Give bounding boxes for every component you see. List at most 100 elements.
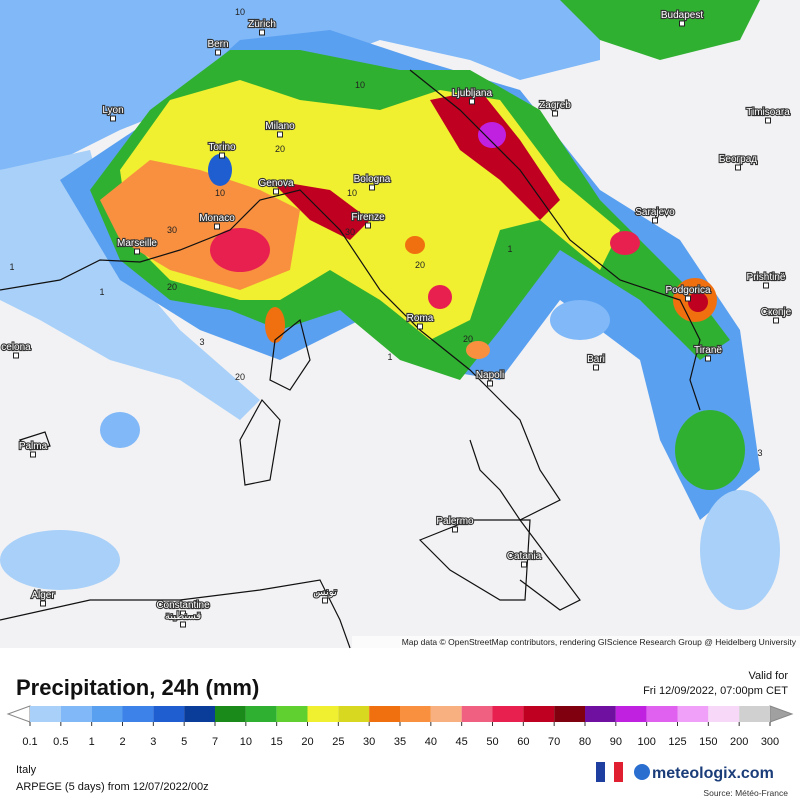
legend-label: 300 — [761, 736, 779, 748]
legend: 0.1 0.5 1 2 3 5 7 10 15 20 25 30 35 40 45 50 60 70 80 90 100… — [6, 705, 794, 748]
city-dot — [369, 184, 375, 191]
city-label: Timisoara — [746, 107, 790, 118]
city-label: Milano — [265, 121, 295, 132]
city-label: Prishtinë — [747, 272, 786, 283]
city-dot — [30, 451, 36, 458]
city-label: تونس — [313, 587, 337, 598]
city-dot — [765, 117, 771, 124]
city-label: celona — [1, 342, 31, 353]
city-label: قسنطينة — [165, 611, 202, 622]
city-label: Marseille — [117, 238, 157, 249]
legend-swatch — [276, 706, 308, 722]
legend-label: 5 — [181, 736, 187, 748]
city-label: Ljubljana — [452, 88, 492, 99]
legend-swatch — [523, 706, 555, 722]
city-label: Bern — [207, 39, 228, 50]
legend-label: 25 — [332, 736, 344, 748]
city-dot — [763, 282, 769, 289]
attribution-bg — [352, 636, 800, 648]
legend-label: 2 — [119, 736, 125, 748]
legend-swatch — [307, 706, 339, 722]
city-label: Palma — [19, 441, 48, 452]
contour-label: 20 — [415, 260, 425, 270]
legend-swatch — [153, 706, 185, 722]
legend-label: 3 — [150, 736, 156, 748]
contour-label: 10 — [235, 7, 245, 17]
city-label: Tiranë — [694, 345, 722, 356]
city-label: Napoli — [476, 370, 504, 381]
legend-swatch — [91, 706, 123, 722]
legend-swatch — [646, 706, 678, 722]
legend-label: 0.1 — [22, 736, 37, 748]
city-label: Catania — [507, 551, 542, 562]
legend-label: 50 — [486, 736, 498, 748]
legend-label: 200 — [730, 736, 748, 748]
city-label: Sarajevo — [635, 207, 675, 218]
legend-swatch — [739, 706, 770, 722]
legend-label: 20 — [301, 736, 313, 748]
contour-label: 30 — [167, 225, 177, 235]
legend-swatch — [30, 706, 61, 722]
legend-label: 150 — [699, 736, 717, 748]
city-dot — [273, 188, 279, 195]
contour-label: 10 — [215, 188, 225, 198]
city-label: Monaco — [199, 213, 235, 224]
city-label: Podgorica — [665, 285, 710, 296]
model: ARPEGE (5 days) from 12/07/2022/00z — [16, 781, 209, 793]
contour-label: 20 — [167, 282, 177, 292]
legend-swatch — [338, 706, 370, 722]
legend-swatch — [430, 706, 462, 722]
contour-label: 10 — [355, 80, 365, 90]
city-dot — [13, 352, 19, 359]
city-label: Firenze — [351, 212, 385, 223]
city-dot — [365, 222, 371, 229]
contour-label: 20 — [275, 144, 285, 154]
source: Source: Météo-France — [703, 788, 788, 798]
contour-label: 20 — [463, 334, 473, 344]
title: Precipitation, 24h (mm) — [16, 675, 259, 700]
city-dot — [735, 164, 741, 171]
city-label: Alger — [31, 590, 55, 601]
city-label: Lyon — [102, 105, 123, 116]
valid-time: Fri 12/09/2022, 07:00pm CET — [643, 685, 788, 697]
legend-label: 90 — [610, 736, 622, 748]
city-dot — [652, 217, 658, 224]
city-label: Београд — [719, 154, 757, 165]
city-labels: Zürich Bern Budapest Lyon Torino Milano Ljublj… — [0, 9, 793, 628]
city-dot — [180, 621, 186, 628]
valid-label: Valid for — [748, 670, 788, 682]
city-label: Скопје — [761, 307, 792, 318]
footer: Precipitation, 24h (mm) Valid for Fri 12… — [6, 670, 794, 798]
city-dot — [773, 317, 779, 324]
legend-label: 35 — [394, 736, 406, 748]
city-label: Zagreb — [539, 100, 571, 111]
legend-label: 30 — [363, 736, 375, 748]
contour-label: 20 — [235, 372, 245, 382]
legend-arrow-low — [6, 705, 31, 723]
map: Zürich Bern Budapest Lyon Torino Milano Ljublj… — [0, 0, 800, 649]
legend-label: 40 — [425, 736, 437, 748]
contour-label: 3 — [757, 448, 762, 458]
legend-swatch — [585, 706, 616, 722]
legend-swatch — [554, 706, 585, 722]
brand: meteologix.com — [652, 765, 774, 782]
legend-arrow-high — [769, 705, 794, 723]
legend-swatch — [369, 706, 400, 722]
city-dot — [214, 223, 220, 230]
city-dot — [417, 323, 423, 330]
legend-label: 125 — [668, 736, 686, 748]
legend-label: 100 — [637, 736, 655, 748]
legend-swatch — [492, 706, 524, 722]
city-label: Zürich — [248, 19, 276, 30]
city-dot — [685, 295, 691, 302]
legend-label: 70 — [548, 736, 560, 748]
legend-label: 7 — [212, 736, 218, 748]
city-dot — [705, 355, 711, 362]
legend-label: 15 — [271, 736, 283, 748]
legend-swatch — [122, 706, 154, 722]
city-label: Genova — [258, 178, 293, 189]
city-dot — [277, 131, 283, 138]
legend-label: 0.5 — [53, 736, 68, 748]
city-dot — [40, 600, 46, 607]
